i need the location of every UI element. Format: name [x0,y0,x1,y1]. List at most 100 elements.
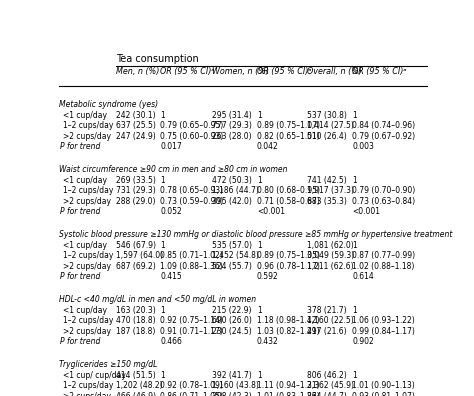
Text: P for trend: P for trend [60,142,101,151]
Text: >2 cups/day: >2 cups/day [63,392,111,396]
Text: 2,362 (45.9): 2,362 (45.9) [307,381,354,390]
Text: HDL-c <40 mg/dL in men and <50 mg/dL in women: HDL-c <40 mg/dL in men and <50 mg/dL in … [59,295,256,304]
Text: 0.93 (0.81–1.07): 0.93 (0.81–1.07) [352,392,415,396]
Text: <1 cup/ cup/day: <1 cup/ cup/day [63,371,126,380]
Text: P for trend: P for trend [60,207,101,216]
Text: 777 (29.3): 777 (29.3) [212,122,252,130]
Text: 1,452 (54.8): 1,452 (54.8) [212,251,259,261]
Text: 0.592: 0.592 [257,272,279,281]
Text: 0.99 (0.84–1.17): 0.99 (0.84–1.17) [352,327,415,336]
Text: 295 (31.4): 295 (31.4) [212,111,251,120]
Text: 731 (29.3): 731 (29.3) [116,187,156,196]
Text: 1: 1 [352,176,357,185]
Text: 0.96 (0.78–1.17): 0.96 (0.78–1.17) [257,262,320,271]
Text: 1,202 (48.2): 1,202 (48.2) [116,381,163,390]
Text: 1.09 (0.88–1.36): 1.09 (0.88–1.36) [160,262,223,271]
Text: Men, n (%): Men, n (%) [116,67,160,76]
Text: 0.85 (0.71–1.02): 0.85 (0.71–1.02) [160,251,223,261]
Text: 0.91 (0.71–1.17): 0.91 (0.71–1.17) [160,327,223,336]
Text: 0.614: 0.614 [352,272,374,281]
Text: 1.11 (0.94–1.31): 1.11 (0.94–1.31) [257,381,319,390]
Text: 1,597 (64.0): 1,597 (64.0) [116,251,164,261]
Text: 535 (57.0): 535 (57.0) [212,241,252,250]
Text: 0.052: 0.052 [160,207,182,216]
Text: Waist circumference ≥90 cm in men and ≥80 cm in women: Waist circumference ≥90 cm in men and ≥8… [59,165,288,174]
Text: 163 (20.3): 163 (20.3) [116,306,156,315]
Text: OR (95 % CI)ᵃ: OR (95 % CI)ᵃ [160,67,215,76]
Text: Tryglicerides ≥150 mg/dL: Tryglicerides ≥150 mg/dL [59,360,158,369]
Text: 1–2 cups/day: 1–2 cups/day [63,316,113,326]
Text: Metabolic syndrome (yes): Metabolic syndrome (yes) [59,100,158,109]
Text: 0.75 (0.60–0.93): 0.75 (0.60–0.93) [160,132,224,141]
Text: Systolic blood pressure ≥130 mmHg or diastolic blood pressure ≥85 mmHg or hypert: Systolic blood pressure ≥130 mmHg or dia… [59,230,453,239]
Text: 1–2 cups/day: 1–2 cups/day [63,187,113,196]
Text: 269 (33.5): 269 (33.5) [116,176,156,185]
Text: 398 (42.3): 398 (42.3) [212,392,251,396]
Text: OR (95 % CI)ᵃ: OR (95 % CI)ᵃ [257,67,311,76]
Text: 215 (22.9): 215 (22.9) [212,306,251,315]
Text: 247 (24.9): 247 (24.9) [116,132,156,141]
Text: 1.18 (0.98–1.42): 1.18 (0.98–1.42) [257,316,319,326]
Text: 0.79 (0.70–0.90): 0.79 (0.70–0.90) [352,187,415,196]
Text: 690 (26.0): 690 (26.0) [212,316,252,326]
Text: >2 cups/day: >2 cups/day [63,132,111,141]
Text: 1: 1 [257,306,262,315]
Text: 1: 1 [160,111,165,120]
Text: 1: 1 [257,371,262,380]
Text: 1: 1 [352,111,357,120]
Text: 1: 1 [257,111,262,120]
Text: 1: 1 [160,176,165,185]
Text: >2 cups/day: >2 cups/day [63,327,111,336]
Text: 414 (51.5): 414 (51.5) [116,371,156,380]
Text: 0.92 (0.75–1.14): 0.92 (0.75–1.14) [160,316,223,326]
Text: 1: 1 [352,241,357,250]
Text: 417 (21.6): 417 (21.6) [307,327,347,336]
Text: 1,081 (62.0): 1,081 (62.0) [307,241,354,250]
Text: 1.03 (0.82–1.29): 1.03 (0.82–1.29) [257,327,319,336]
Text: 0.92 (0.78–1.09): 0.92 (0.78–1.09) [160,381,223,390]
Text: 537 (30.8): 537 (30.8) [307,111,347,120]
Text: 1: 1 [257,176,262,185]
Text: 1.02 (0.88–1.18): 1.02 (0.88–1.18) [352,262,414,271]
Text: 1,414 (27.5): 1,414 (27.5) [307,122,354,130]
Text: 1: 1 [160,306,165,315]
Text: 0.79 (0.65–0.95): 0.79 (0.65–0.95) [160,122,224,130]
Text: <1 cup/day: <1 cup/day [63,176,107,185]
Text: <1 cup/day: <1 cup/day [63,111,107,120]
Text: >2 cups/day: >2 cups/day [63,197,111,206]
Text: 546 (67.9): 546 (67.9) [116,241,156,250]
Text: 263 (28.0): 263 (28.0) [212,132,251,141]
Text: 806 (46.2): 806 (46.2) [307,371,347,380]
Text: P for trend: P for trend [60,272,101,281]
Text: 0.017: 0.017 [160,142,182,151]
Text: 470 (18.8): 470 (18.8) [116,316,156,326]
Text: 288 (29.0): 288 (29.0) [116,197,155,206]
Text: <1 cup/day: <1 cup/day [63,241,107,250]
Text: <0.001: <0.001 [352,207,380,216]
Text: Overall, n (%): Overall, n (%) [307,67,362,76]
Text: Tea consumption: Tea consumption [116,54,199,64]
Text: 0.73 (0.59–0.90): 0.73 (0.59–0.90) [160,197,224,206]
Text: 1–2 cups/day: 1–2 cups/day [63,381,113,390]
Text: 1: 1 [257,241,262,250]
Text: 1,186 (44.7): 1,186 (44.7) [212,187,259,196]
Text: 0.003: 0.003 [352,142,374,151]
Text: 1–2 cups/day: 1–2 cups/day [63,251,113,261]
Text: 187 (18.8): 187 (18.8) [116,327,155,336]
Text: 1,211 (62.6): 1,211 (62.6) [307,262,354,271]
Text: 0.415: 0.415 [160,272,182,281]
Text: Women, n (%): Women, n (%) [212,67,269,76]
Text: 1: 1 [160,241,165,250]
Text: 0.89 (0.75–1.05): 0.89 (0.75–1.05) [257,251,320,261]
Text: OR (95 % CI)ᵃ: OR (95 % CI)ᵃ [352,67,407,76]
Text: P for trend: P for trend [60,337,101,346]
Text: 524 (55.7): 524 (55.7) [212,262,252,271]
Text: 0.042: 0.042 [257,142,279,151]
Text: 687 (69.2): 687 (69.2) [116,262,156,271]
Text: 1,160 (43.8): 1,160 (43.8) [212,381,259,390]
Text: 0.78 (0.65–0.93): 0.78 (0.65–0.93) [160,187,223,196]
Text: <0.001: <0.001 [257,207,285,216]
Text: 0.73 (0.63–0.84): 0.73 (0.63–0.84) [352,197,415,206]
Text: 0.87 (0.77–0.99): 0.87 (0.77–0.99) [352,251,415,261]
Text: 0.89 (0.75–1.07): 0.89 (0.75–1.07) [257,122,320,130]
